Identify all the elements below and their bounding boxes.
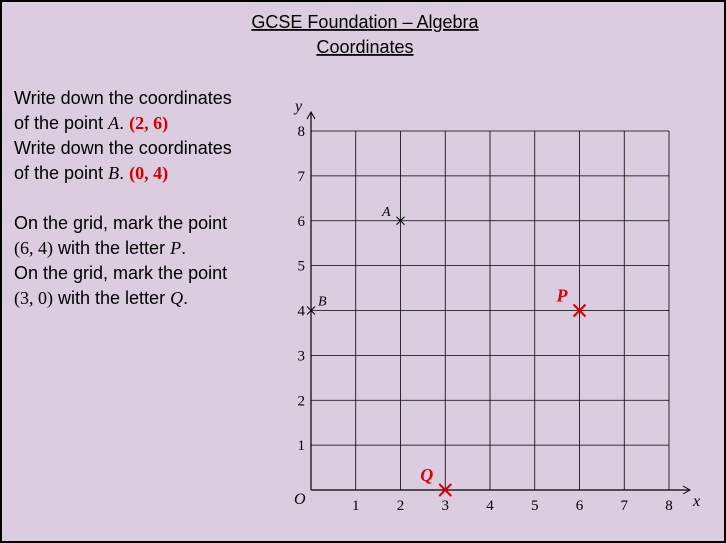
task-line: (6, 4) with the letter P.	[14, 238, 186, 259]
marker-stroke	[572, 303, 587, 318]
question-line: Write down the coordinates	[14, 138, 232, 158]
text: with the letter	[57, 288, 165, 308]
point-name: B	[108, 163, 119, 183]
point-name: Q	[170, 288, 183, 308]
text: of the point	[14, 163, 103, 183]
x-tick-label: 7	[621, 498, 629, 514]
y-tick-label: 7	[298, 169, 306, 185]
x-tick-label: 8	[665, 498, 673, 514]
question-line: of the point A. (2, 6)	[14, 113, 168, 134]
marker-stroke	[438, 483, 452, 497]
axis-label: y	[293, 98, 303, 115]
origin-label: O	[294, 491, 306, 508]
point-name: A	[107, 113, 120, 133]
point-marker	[438, 483, 452, 497]
subtitle: Coordinates	[316, 37, 413, 57]
x-tick-label: 1	[352, 498, 360, 514]
text: .	[183, 288, 188, 308]
text: of the point	[14, 113, 103, 133]
x-tick-label: 5	[531, 498, 539, 514]
marker-stroke	[306, 306, 316, 315]
coords: (6, 4)	[14, 238, 53, 259]
y-tick-label: 1	[298, 438, 306, 454]
y-tick-label: 3	[298, 348, 306, 364]
point-label: Q	[420, 465, 433, 485]
task-line: (3, 0) with the letter Q.	[14, 288, 188, 309]
x-tick-label: 6	[576, 498, 584, 514]
x-tick-label: 4	[486, 498, 494, 514]
title: GCSE Foundation – Algebra	[251, 12, 479, 32]
question-line: of the point B. (0, 4)	[14, 163, 168, 184]
point-label: P	[556, 286, 569, 306]
y-tick-label: 2	[298, 393, 306, 409]
point-name: P	[169, 238, 181, 258]
x-tick-label: 3	[442, 498, 450, 514]
task-line: On the grid, mark the point	[14, 213, 227, 233]
answer: (0, 4)	[129, 163, 168, 184]
coordinate-grid: 1 2 3 4 5 6 7 8 1 2 3 4 5 6 7 8 x y O A B P Q	[293, 98, 700, 514]
axis-label: x	[692, 493, 700, 510]
y-tick-label: 8	[298, 124, 306, 140]
y-tick-label: 5	[298, 259, 306, 275]
task-line: On the grid, mark the point	[14, 263, 227, 283]
point-marker	[396, 216, 405, 226]
answer: (2, 6)	[129, 113, 168, 134]
y-tick-label: 6	[298, 214, 306, 230]
text: .	[181, 238, 186, 258]
text: .	[119, 113, 124, 133]
point-label: B	[318, 295, 327, 310]
point-label: A	[381, 205, 391, 220]
coords: (3, 0)	[14, 288, 53, 309]
x-arrow	[682, 485, 692, 495]
marker-stroke	[396, 216, 405, 226]
question-line: Write down the coordinates	[14, 88, 232, 108]
x-tick-label: 2	[397, 498, 405, 514]
y-arrow	[306, 110, 316, 120]
text: with the letter	[57, 238, 165, 258]
point-marker	[306, 306, 316, 315]
point-marker	[572, 303, 587, 318]
text: .	[119, 163, 124, 183]
y-tick-label: 4	[298, 304, 306, 320]
